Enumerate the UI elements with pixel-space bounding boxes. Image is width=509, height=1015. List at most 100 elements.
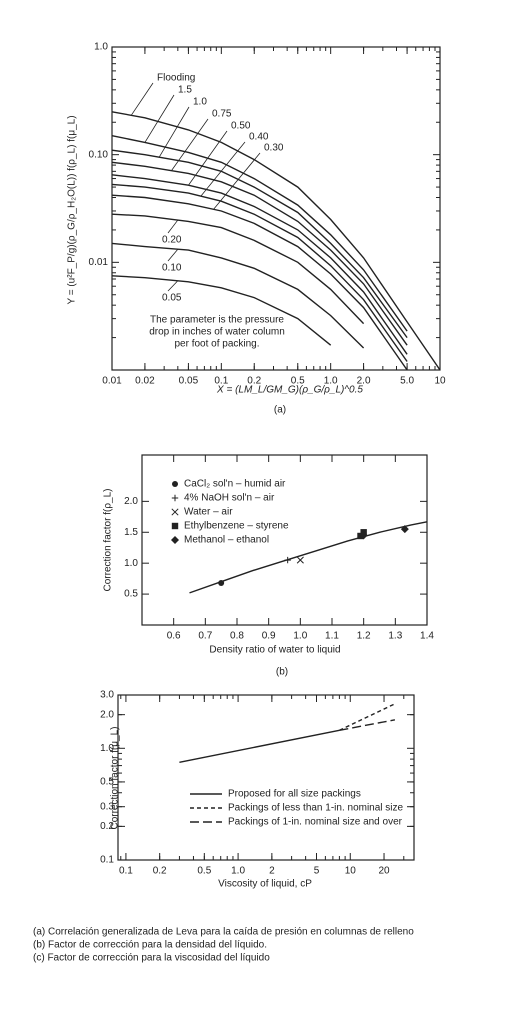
leader-line [188,130,228,186]
caption: (a) [274,405,286,416]
x-tick-label: 1.3 [388,631,402,642]
y-tick-label: 1.0 [94,42,108,53]
x-tick-label: 0.8 [230,631,244,642]
curve [111,242,365,349]
curve [111,194,408,371]
y-tick-label: 1.0 [124,558,138,569]
y-tick-label: 2.0 [100,709,114,720]
legend-label: Water – air [184,507,233,518]
curve-label: Flooding [157,73,195,84]
x-tick-label: 5.0 [400,376,414,387]
y-tick-label: 0.01 [89,257,109,268]
x-tick-label: 2.0 [357,376,371,387]
x-tick-label: 0.6 [167,631,181,642]
x-tick-label: 1.0 [324,376,338,387]
curve [111,135,408,332]
legend-marker [171,508,179,516]
curve-label: 1.0 [193,97,207,108]
x-tick-label: 0.01 [102,376,122,387]
x-tick-label: 5 [314,866,320,877]
x-tick-label: 1.1 [325,631,339,642]
curve [111,174,408,355]
y-axis-label: Correction factor f(μ_L) [110,726,121,829]
curve-label: 0.05 [162,293,182,304]
leader-line [158,106,190,158]
curve [111,149,408,339]
legend-label: Packings of 1-in. nominal size and over [228,817,403,828]
point [284,556,291,564]
curve [339,703,396,731]
legend-label: Proposed for all size packings [228,789,361,800]
x-tick-label: 0.7 [198,631,212,642]
y-tick-label: 3.0 [100,690,114,701]
y-tick-label: 1.0 [100,743,114,754]
point [218,579,225,586]
legend-label: Methanol – ethanol [184,535,269,546]
curve-label: 0.30 [264,143,284,154]
x-tick-label: 1.0 [231,866,245,877]
note: (b) Factor de corrección para la densida… [33,940,267,951]
y-tick-label: 0.5 [100,777,114,788]
curve-label: 0.10 [162,263,182,274]
curve-label: 0.40 [249,132,269,143]
legend-marker [171,536,179,544]
x-tick-label: 0.9 [262,631,276,642]
leader-line [171,118,209,171]
leader-line [130,82,154,116]
curve [179,729,340,763]
x-axis-label: Density ratio of water to liquid [209,645,340,656]
x-tick-label: 20 [378,866,390,877]
plot-frame [111,46,441,371]
leader-line [200,141,246,197]
plot-frame [141,454,428,626]
curve-label: 0.20 [162,235,182,246]
leader-line [144,94,175,143]
curve-label: 1.5 [178,85,192,96]
fit-curve [189,521,428,594]
note: (c) Factor de corrección para la viscosi… [33,953,270,964]
y-tick-label: 0.5 [124,589,138,600]
x-tick-label: 0.2 [247,376,261,387]
note: (a) Correlación generalizada de Leva par… [33,927,414,938]
legend-marker [171,494,179,502]
x-tick-label: 0.1 [214,376,228,387]
curve [111,161,408,346]
x-tick-label: 0.5 [197,866,211,877]
legend-label: CaCl₂ sol'n – humid air [184,479,286,490]
annotation: drop in inches of water column [149,327,285,338]
curve [111,275,332,346]
y-tick-label: 0.2 [100,821,114,832]
y-tick-label: 0.3 [100,801,114,812]
legend-label: Packings of less than 1-in. nominal size [228,803,404,814]
curve-label: 0.75 [212,109,232,120]
leader-line [167,280,179,292]
caption: (b) [276,667,288,678]
leader-line [213,152,261,210]
y-tick-label: 0.1 [100,855,114,866]
annotation: The parameter is the pressure [150,315,284,326]
curve [111,111,441,371]
point [359,531,368,540]
plot-frame [117,694,415,861]
x-tick-label: 10 [345,866,357,877]
x-tick-label: 1.4 [420,631,434,642]
legend-marker [172,481,178,487]
curve-label: 0.50 [231,121,251,132]
y-axis-label: Y = (u²F_P/g)(ρ_G/ρ_H₂O(L)) f(ρ_L) f(μ_L… [67,115,78,304]
x-axis-label: X = (LM_L/GM_G)(ρ_G/ρ_L)^0.5 [216,385,363,396]
x-tick-label: 0.1 [119,866,133,877]
annotation: per foot of packing. [174,339,259,350]
x-tick-label: 1.0 [293,631,307,642]
leader-line [167,219,179,234]
x-tick-label: 2 [269,866,275,877]
y-axis-label: Correction factor f(ρ_L) [103,489,114,592]
point [296,556,304,564]
x-tick-label: 0.5 [291,376,305,387]
legend-label: 4% NaOH sol'n – air [184,493,275,504]
legend-marker [171,522,179,530]
x-tick-label: 0.05 [179,376,199,387]
curve [339,719,396,731]
x-tick-label: 1.2 [357,631,371,642]
point [400,525,409,534]
